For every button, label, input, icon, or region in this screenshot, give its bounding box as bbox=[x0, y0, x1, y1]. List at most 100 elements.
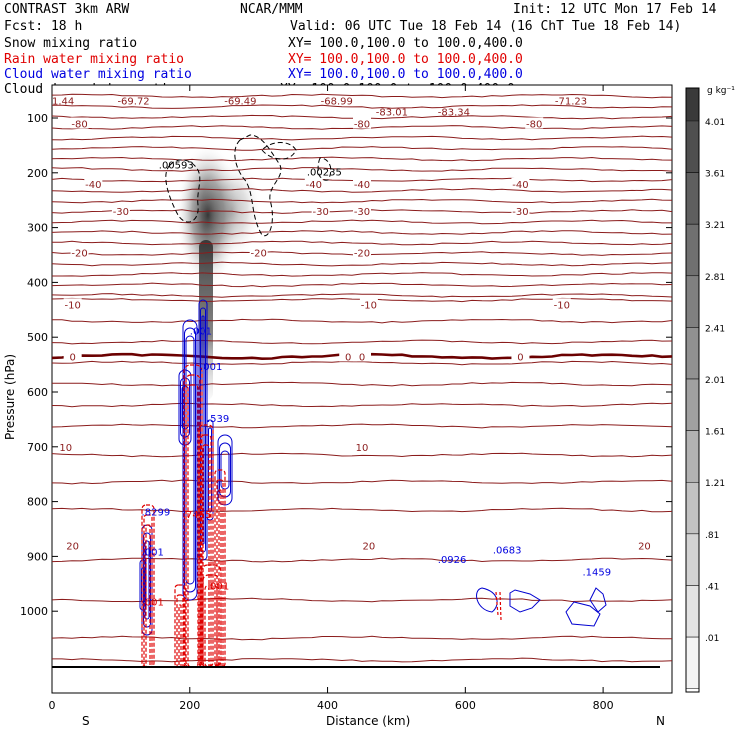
contour-label: 10 bbox=[59, 443, 72, 454]
colorbar-level-label: .81 bbox=[705, 531, 719, 541]
extremum-value: .8299 bbox=[142, 507, 171, 518]
isotherm-line bbox=[52, 125, 672, 130]
colorbar-level-label: .01 bbox=[705, 634, 719, 644]
colorbar-band bbox=[686, 88, 699, 121]
contour-label-bg bbox=[359, 539, 378, 551]
cloud-water-contour bbox=[565, 601, 601, 627]
field-xy-snow: XY= 100.0,100.0 to 100.0,400.0 bbox=[288, 36, 523, 51]
field-xy-cloud-water: XY= 100.0,100.0 to 100.0,400.0 bbox=[288, 67, 523, 82]
cloud-water-contour bbox=[206, 419, 214, 521]
colorbar-level-label: 1.61 bbox=[705, 428, 725, 438]
colorbar-band bbox=[685, 636, 700, 689]
extremum-value: .0683 bbox=[493, 546, 522, 557]
contour-label-bg bbox=[511, 350, 530, 362]
field-label-rain: Rain water mixing ratio bbox=[4, 52, 184, 67]
contour-label: -40 bbox=[512, 180, 528, 191]
contour-label: 10 bbox=[356, 443, 369, 454]
isotherm-line bbox=[52, 657, 672, 663]
colorbar-band bbox=[685, 120, 700, 173]
y-tick-label: 800 bbox=[27, 496, 48, 509]
rain-water-contour bbox=[183, 364, 203, 668]
contour-label-bg bbox=[70, 246, 89, 258]
y-tick-label: 700 bbox=[27, 441, 48, 454]
extremum-value: .1459 bbox=[582, 568, 611, 579]
isotherm-line bbox=[52, 156, 672, 162]
colorbar-units: g kg⁻¹ bbox=[707, 86, 735, 96]
contour-label-bg bbox=[56, 440, 75, 452]
cloud-ice-contour bbox=[165, 159, 201, 223]
extremum-value: .001 bbox=[142, 598, 164, 609]
contour-label-bg bbox=[353, 246, 371, 258]
colorbar-band bbox=[685, 275, 700, 328]
y-tick-label: 900 bbox=[27, 550, 48, 563]
contour-label-bg bbox=[353, 440, 371, 452]
isotherm-line bbox=[52, 557, 672, 563]
contour-label: -10 bbox=[554, 300, 570, 311]
contour-label: -80 bbox=[71, 119, 87, 130]
contour-label-bg bbox=[511, 205, 530, 217]
field-label-snow: Snow mixing ratio bbox=[4, 36, 137, 51]
contour-label-bg bbox=[511, 177, 530, 189]
extrema-labels: 1.44 -69.72 -69.49 -68.99 -83.01 -83.34 -71.23… bbox=[52, 96, 611, 608]
y-tick-label: 200 bbox=[27, 167, 48, 180]
contour-label: 0 bbox=[345, 352, 351, 363]
cloud-water-contour bbox=[589, 587, 607, 613]
contour-label-bg bbox=[111, 205, 130, 217]
temperature-contours bbox=[52, 93, 672, 663]
isotherm-line bbox=[52, 597, 672, 603]
isotherm-line bbox=[52, 198, 672, 204]
colorbar-band bbox=[685, 223, 700, 277]
field-xy-rain: XY= 100.0,100.0 to 100.0,400.0 bbox=[288, 52, 523, 67]
colorbar-band bbox=[685, 172, 700, 225]
x-tick-label: 0 bbox=[49, 699, 56, 712]
contour-label-bg bbox=[249, 246, 268, 258]
colorbar-band bbox=[685, 430, 700, 483]
rain-water-contour bbox=[141, 504, 155, 668]
model-title: CONTRAST 3km ARW bbox=[4, 2, 129, 17]
contour-label: -10 bbox=[64, 300, 80, 311]
colorbar-level-label: 1.21 bbox=[705, 479, 725, 489]
isotherm-line bbox=[52, 479, 672, 485]
cloud-water-contour bbox=[178, 369, 192, 446]
isotherm-line bbox=[52, 282, 672, 288]
extremum-value: -69.49 bbox=[224, 96, 256, 107]
isotherm-line bbox=[52, 230, 672, 235]
colorbar-band bbox=[685, 585, 700, 638]
isotherm-line bbox=[52, 219, 672, 225]
contour-label-bg bbox=[525, 117, 544, 129]
cloud-ice-contour bbox=[234, 134, 282, 237]
contour-label-bg bbox=[84, 177, 103, 189]
x-tick-label: 400 bbox=[317, 699, 338, 712]
x-tick-label: 600 bbox=[455, 699, 476, 712]
isotherm-line bbox=[52, 318, 672, 324]
isotherm-line bbox=[52, 452, 672, 458]
rain-water-contour bbox=[216, 479, 224, 668]
contour-label: -40 bbox=[306, 180, 322, 191]
contour-label: 0 bbox=[517, 352, 523, 363]
extremum-value: .539 bbox=[207, 414, 229, 425]
isotherm-line bbox=[52, 261, 672, 267]
contour-label: -20 bbox=[250, 248, 266, 259]
contour-label: -80 bbox=[354, 119, 370, 130]
rain-water-contour bbox=[218, 489, 222, 668]
isotherm-line bbox=[52, 167, 672, 172]
contour-label-bg bbox=[552, 298, 571, 310]
isotherm-line bbox=[52, 240, 672, 246]
south-label: S bbox=[82, 714, 90, 728]
contour-label: 0 bbox=[359, 352, 365, 363]
rain-water-contour bbox=[202, 444, 210, 668]
extremum-value: -71.23 bbox=[555, 96, 587, 107]
isotherm-line bbox=[52, 381, 672, 387]
extremum-value: .001 bbox=[200, 362, 222, 373]
isotherm-line bbox=[52, 402, 672, 408]
north-label: N bbox=[656, 714, 665, 728]
colorbar-level-label: 2.81 bbox=[705, 273, 725, 283]
contour-label-bg bbox=[635, 539, 654, 551]
colorbar-band bbox=[685, 327, 700, 380]
x-tick-label: 200 bbox=[179, 699, 200, 712]
contour-label: -80 bbox=[526, 119, 542, 130]
extremum-value: -83.34 bbox=[438, 107, 470, 118]
colorbar-level-label: 3.61 bbox=[705, 170, 725, 180]
